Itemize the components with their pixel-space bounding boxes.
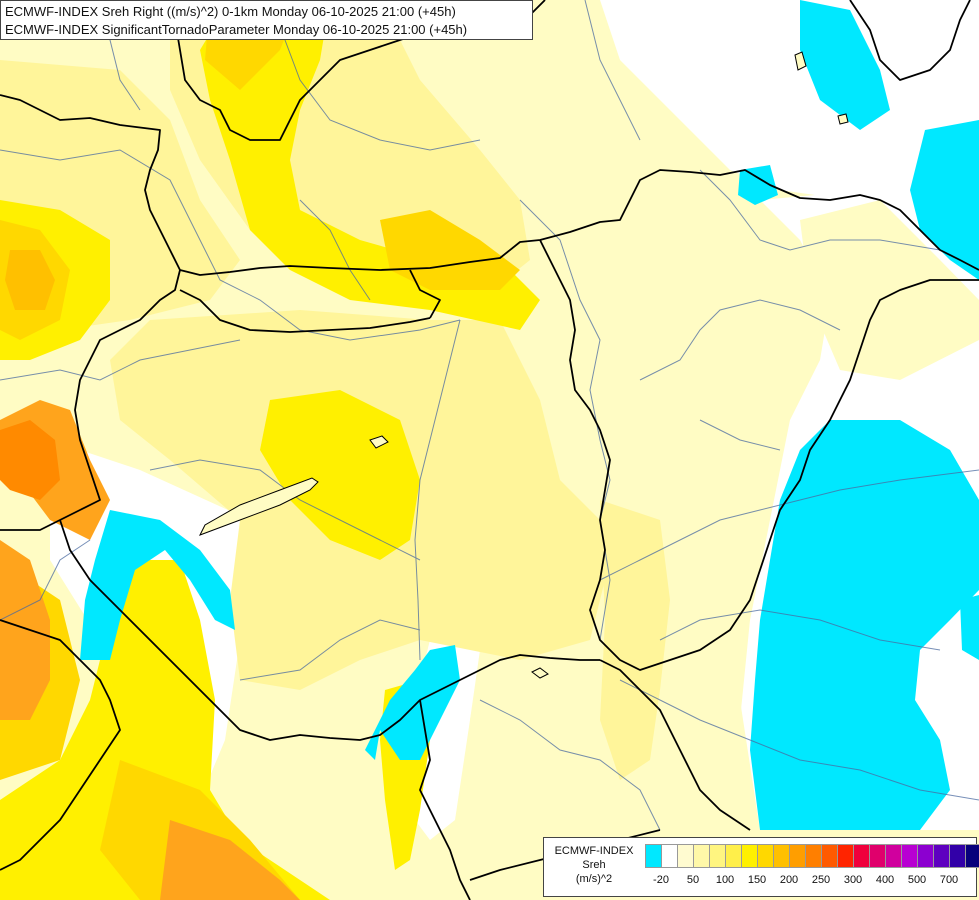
legend-swatch — [837, 845, 853, 867]
field-cyan-se — [960, 595, 979, 660]
legend-tick-label: 400 — [875, 874, 895, 886]
title-line-stp: ECMWF-INDEX SignificantTornadoParameter … — [5, 22, 468, 37]
legend-tick-labels: -20 50 100 150 200 250 300 400 500 700 — [645, 874, 975, 890]
field-orange-south — [160, 820, 300, 900]
field-cyan-east — [750, 420, 979, 830]
field-yellow-mid — [260, 390, 420, 560]
field-pale-north — [380, 0, 650, 200]
legend-swatch — [885, 845, 901, 867]
field-lightyellow-se — [600, 500, 670, 780]
legend-tick-label: 200 — [779, 874, 799, 886]
field-cyan-dot — [738, 165, 778, 205]
field-yellow-sw — [0, 560, 330, 900]
legend-tick-label: 150 — [747, 874, 767, 886]
field-darkorange-west — [0, 420, 60, 500]
legend-swatch — [645, 845, 661, 867]
lake-small-2 — [531, 667, 549, 679]
legend-swatch — [741, 845, 757, 867]
legend-tick-label: 50 — [686, 874, 700, 886]
legend-swatch — [725, 845, 741, 867]
field-cyan-ne — [800, 0, 890, 130]
legend-swatch — [853, 845, 869, 867]
title-line-srh: ECMWF-INDEX Sreh Right ((m/s)^2) 0-1km M… — [5, 4, 456, 19]
field-orange-nw — [5, 250, 55, 310]
lake-small-4 — [837, 113, 849, 125]
field-cyan-ne2 — [910, 120, 979, 280]
field-cyan-south — [365, 645, 460, 760]
legend-swatch — [677, 845, 693, 867]
field-yellow-band — [200, 0, 540, 330]
legend-swatch — [709, 845, 725, 867]
field-orange-sw — [0, 540, 50, 720]
legend-swatch — [661, 845, 677, 867]
field-pale-ne — [800, 200, 979, 380]
legend-swatch — [869, 845, 885, 867]
legend-tick-label: 250 — [811, 874, 831, 886]
legend-tick-label: 700 — [939, 874, 959, 886]
lakes — [198, 51, 849, 679]
field-gold-sw — [0, 560, 300, 900]
legend-swatch — [789, 845, 805, 867]
field-cyan-west — [80, 510, 235, 660]
legend-title-line-1: ECMWF-INDEX — [554, 845, 634, 857]
legend-title: ECMWF-INDEX Sreh (m/s)^2 — [546, 844, 642, 886]
legend-title-line-2: Sreh — [582, 859, 606, 871]
color-legend: ECMWF-INDEX Sreh (m/s)^2 -20 50 100 150 200 2… — [543, 837, 979, 897]
legend-tick-label: 500 — [907, 874, 927, 886]
legend-swatch — [933, 845, 949, 867]
legend-swatch — [757, 845, 773, 867]
lake-balaton — [198, 477, 319, 536]
legend-swatch — [949, 845, 965, 867]
field-pale-east — [470, 170, 830, 830]
lake-small-1 — [369, 435, 389, 449]
legend-swatch — [773, 845, 789, 867]
legend-tick-label: -20 — [653, 874, 669, 886]
legend-colorbar — [645, 844, 979, 868]
legend-swatch — [901, 845, 917, 867]
lake-small-3 — [794, 51, 807, 71]
legend-swatch — [965, 845, 979, 867]
legend-tick-label: 100 — [715, 874, 735, 886]
legend-swatch — [821, 845, 837, 867]
legend-tick-label: 300 — [843, 874, 863, 886]
legend-swatch — [917, 845, 933, 867]
legend-swatch — [805, 845, 821, 867]
map-title-box: ECMWF-INDEX Sreh Right ((m/s)^2) 0-1km M… — [0, 0, 533, 40]
legend-swatch — [693, 845, 709, 867]
legend-title-line-3: (m/s)^2 — [575, 873, 613, 885]
field-gold-band — [380, 210, 520, 290]
